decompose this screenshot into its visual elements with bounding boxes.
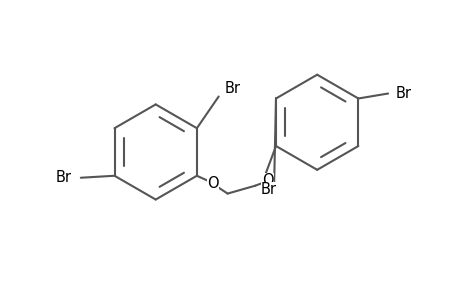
Text: Br: Br: [224, 81, 240, 96]
Text: Br: Br: [56, 170, 72, 185]
Text: Br: Br: [261, 182, 276, 197]
Text: O: O: [207, 176, 218, 191]
Text: O: O: [262, 173, 274, 188]
Text: Br: Br: [395, 86, 411, 101]
